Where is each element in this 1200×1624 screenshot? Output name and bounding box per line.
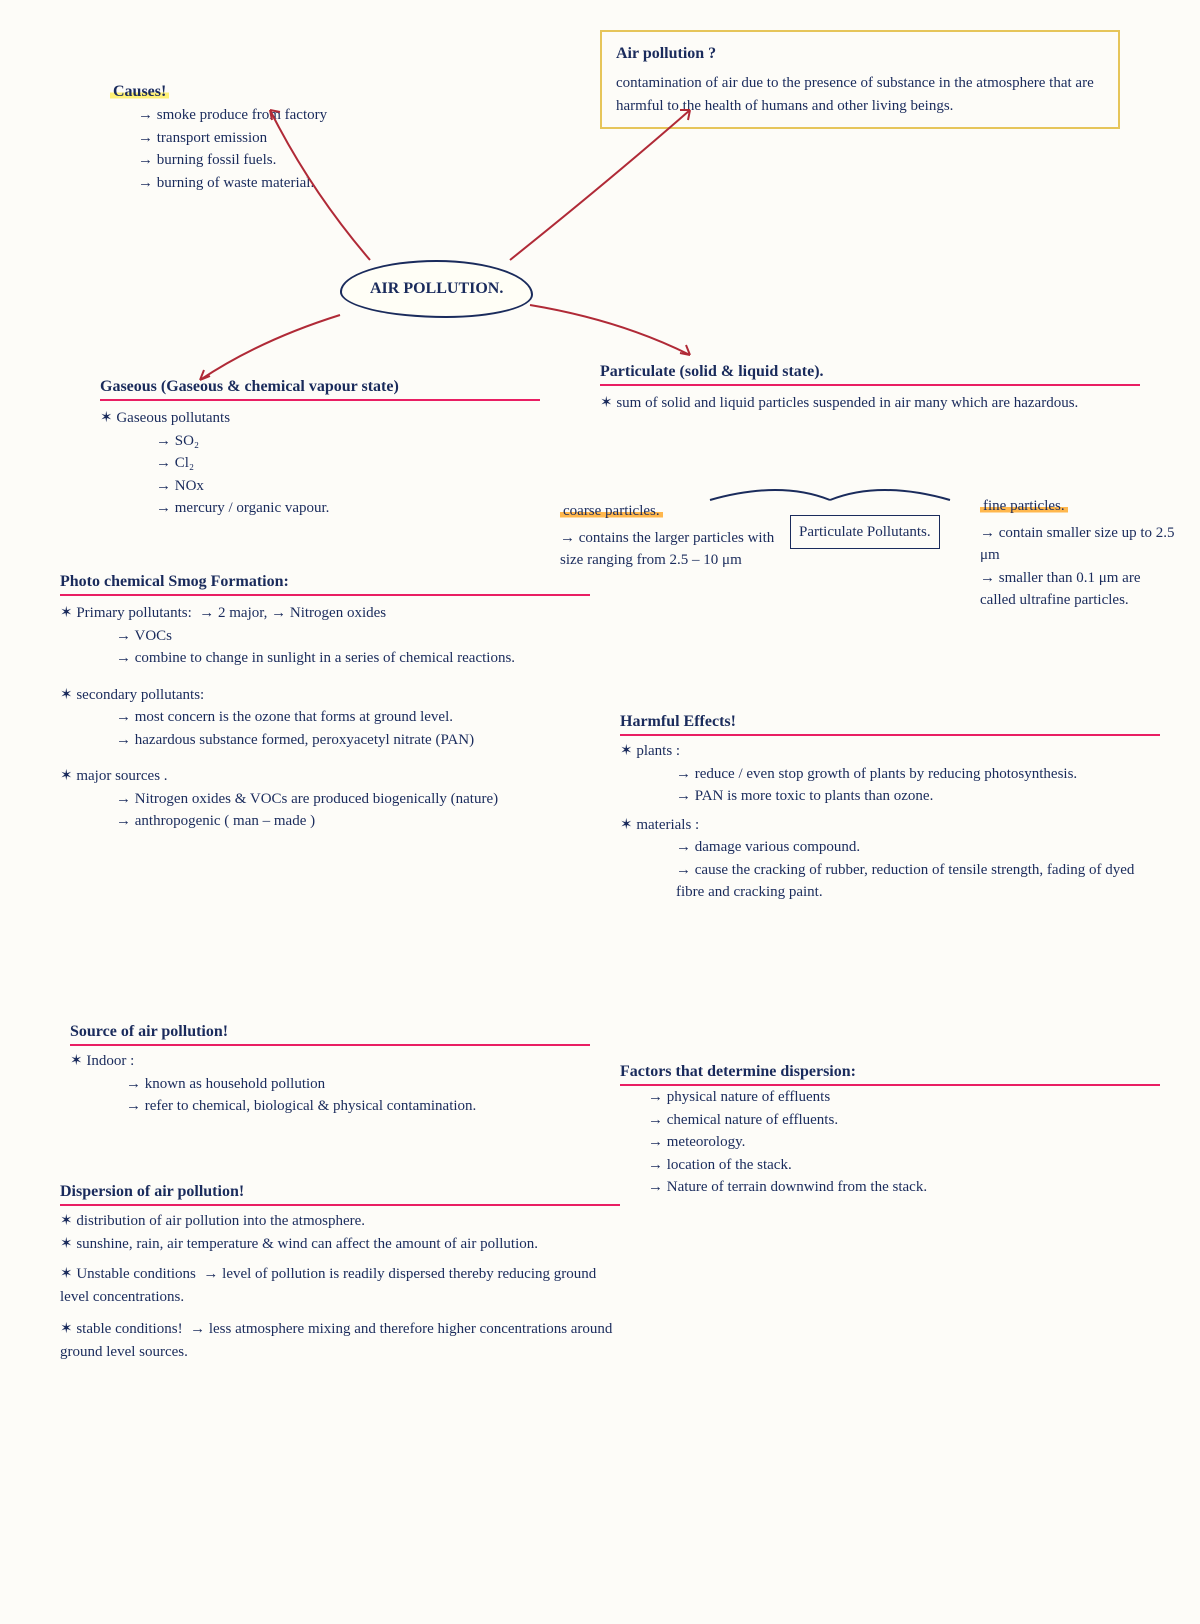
smog-majorsource-1: anthropogenic ( man – made ): [60, 810, 590, 833]
fine-text1: contain smaller size up to 2.5 μm: [980, 522, 1180, 567]
dispersion-unstable-label: Unstable conditions: [76, 1266, 196, 1282]
gaseous-item: Cl₂: [100, 452, 540, 475]
fine-text2: smaller than 0.1 μm are called ultrafine…: [980, 567, 1180, 612]
factors-item: meteorology.: [620, 1131, 1160, 1154]
coarse-title: coarse particles.: [560, 503, 663, 519]
source-heading: Source of air pollution!: [70, 1023, 228, 1040]
dispersion-item-1: sunshine, rain, air temperature & wind c…: [60, 1233, 620, 1256]
harmful-block: Harmful Effects! plants : reduce / even …: [620, 710, 1160, 904]
split-arrows: [700, 470, 960, 510]
smog-primary-sub0: Nitrogen oxides: [290, 605, 386, 621]
arrow-to-definition: [500, 100, 700, 270]
smog-secondary-1: hazardous substance formed, peroxyacetyl…: [60, 729, 590, 752]
gaseous-item: SO₂: [100, 430, 540, 453]
gaseous-note: Gaseous pollutants: [116, 410, 230, 426]
smog-majorsource-0: Nitrogen oxides & VOCs are produced biog…: [60, 788, 590, 811]
gaseous-item: mercury / organic vapour.: [100, 497, 540, 520]
smog-primary-sub1: VOCs: [134, 628, 172, 644]
handwritten-notes-page: Air pollution ? contamination of air due…: [0, 0, 1200, 1624]
source-indoor-1: refer to chemical, biological & physical…: [70, 1095, 590, 1118]
factors-item: chemical nature of effluents.: [620, 1109, 1160, 1132]
harmful-heading: Harmful Effects!: [620, 713, 736, 730]
smog-secondary-label: secondary pollutants:: [76, 687, 204, 703]
gaseous-block: Gaseous (Gaseous & chemical vapour state…: [100, 375, 540, 520]
definition-heading: Air pollution ?: [616, 42, 1104, 66]
dispersion-block: Dispersion of air pollution! distributio…: [60, 1180, 620, 1363]
coarse-text: contains the larger particles with size …: [560, 527, 780, 572]
harmful-materials-0: damage various compound.: [620, 836, 1160, 859]
central-title: AIR POLLUTION.: [370, 280, 503, 297]
fine-block: fine particles. contain smaller size up …: [980, 495, 1180, 612]
source-block: Source of air pollution! Indoor : known …: [70, 1020, 590, 1118]
factors-item: physical nature of effluents: [620, 1086, 1160, 1109]
harmful-materials-label: materials :: [636, 817, 699, 833]
causes-heading: Causes!: [110, 83, 169, 100]
particulate-heading: Particulate (solid & liquid state).: [600, 360, 1140, 386]
smog-primary-note: combine to change in sunlight in a serie…: [60, 647, 590, 670]
smog-majorsource-label: major sources .: [76, 768, 167, 784]
particulate-block: Particulate (solid & liquid state). sum …: [600, 360, 1140, 415]
factors-item: location of the stack.: [620, 1154, 1160, 1177]
gaseous-heading: Gaseous (Gaseous & chemical vapour state…: [100, 375, 540, 401]
harmful-plants-0: reduce / even stop growth of plants by r…: [620, 763, 1160, 786]
dispersion-stable-label: stable conditions!: [76, 1321, 182, 1337]
harmful-plants-1: PAN is more toxic to plants than ozone.: [620, 785, 1160, 808]
particulate-box-label: Particulate Pollutants.: [799, 524, 931, 540]
particulate-center-box: Particulate Pollutants.: [790, 515, 940, 549]
source-indoor-0: known as household pollution: [70, 1073, 590, 1096]
smog-heading: Photo chemical Smog Formation:: [60, 573, 289, 590]
source-indoor-label: Indoor :: [86, 1053, 134, 1069]
smog-secondary-0: most concern is the ozone that forms at …: [60, 706, 590, 729]
factors-item: Nature of terrain downwind from the stac…: [620, 1176, 1160, 1199]
gaseous-item: NOx: [100, 475, 540, 498]
smog-primary-label: Primary pollutants:: [76, 605, 191, 621]
factors-heading: Factors that determine dispersion:: [620, 1063, 856, 1080]
particulate-note: sum of solid and liquid particles suspen…: [600, 392, 1140, 415]
smog-block: Photo chemical Smog Formation: Primary p…: [60, 570, 590, 833]
coarse-block: coarse particles. contains the larger pa…: [560, 500, 780, 572]
dispersion-heading: Dispersion of air pollution!: [60, 1183, 244, 1200]
harmful-plants-label: plants :: [636, 743, 680, 759]
factors-block: Factors that determine dispersion: physi…: [620, 1060, 1160, 1199]
fine-title: fine particles.: [980, 498, 1068, 514]
dispersion-item-0: distribution of air pollution into the a…: [60, 1210, 620, 1233]
harmful-materials-1: cause the cracking of rubber, reduction …: [620, 859, 1160, 904]
smog-primary-text: 2 major,: [218, 605, 267, 621]
arrow-to-causes: [260, 100, 380, 270]
